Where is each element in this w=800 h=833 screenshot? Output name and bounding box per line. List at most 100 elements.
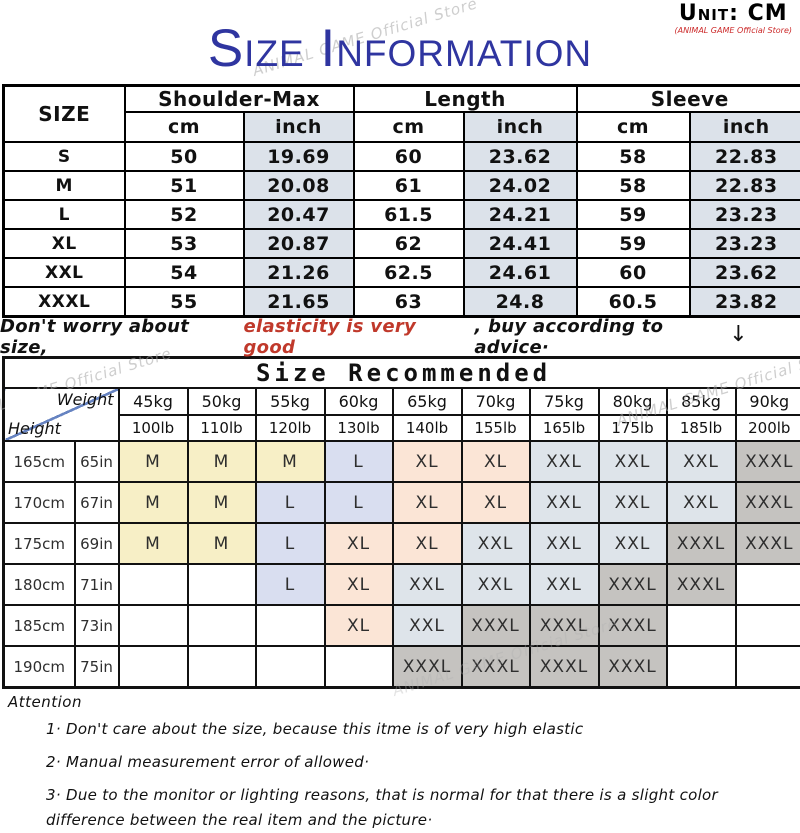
col-group-sleeve: Sleeve (577, 86, 800, 113)
unit-header-inch: inch (464, 112, 577, 142)
size-label: XL (4, 229, 125, 258)
weight-kg-header: 90kg (736, 388, 800, 415)
header: Unit: CM (ANIMAL GAME Official Store) Si… (0, 0, 800, 84)
weight-kg-header: 85kg (667, 388, 736, 415)
size-cell (736, 646, 800, 688)
size-cell: M (188, 441, 256, 482)
size-cell: XXL (462, 564, 530, 605)
measure-cell: 20.08 (244, 171, 354, 200)
size-cell: M (119, 523, 188, 564)
size-cell: XL (462, 441, 530, 482)
size-recommended-table: Size Recommended Weight Height 45kg 50kg… (2, 356, 800, 689)
size-cell (119, 605, 188, 646)
weight-kg-header: 45kg (119, 388, 188, 415)
size-cell: XXL (599, 482, 667, 523)
table-row: XL 53 20.87 62 24.41 59 23.23 (4, 229, 800, 258)
table-row: M 51 20.08 61 24.02 58 22.83 (4, 171, 800, 200)
size-label: M (4, 171, 125, 200)
col-group-length: Length (354, 86, 577, 113)
size-cell: XXL (599, 523, 667, 564)
attention-title: Attention (8, 693, 790, 711)
size-cell (188, 605, 256, 646)
measure-cell: 23.23 (690, 200, 800, 229)
size-cell (256, 646, 325, 688)
size-cell: XXXL (393, 646, 462, 688)
measure-cell: 52 (125, 200, 244, 229)
size-cell: M (188, 482, 256, 523)
advice-line: Don't worry about size, elasticity is ve… (0, 318, 800, 356)
size-header: SIZE (4, 86, 125, 143)
size-cell: XL (462, 482, 530, 523)
weight-lb-header: 140lb (393, 415, 462, 441)
height-cm-cell: 165cm (4, 441, 75, 482)
weight-lb-header: 185lb (667, 415, 736, 441)
size-cell: XXXL (736, 523, 800, 564)
size-cell: XL (325, 605, 393, 646)
height-in-cell: 65in (75, 441, 119, 482)
size-cell: L (256, 564, 325, 605)
size-cell: XXXL (667, 523, 736, 564)
size-cell (256, 605, 325, 646)
measure-cell: 58 (577, 142, 690, 171)
size-cell: XXL (530, 482, 599, 523)
size-cell (119, 564, 188, 605)
size-table: SIZE Shoulder-Max Length Sleeve cm inch … (2, 84, 800, 318)
measure-cell: 58 (577, 171, 690, 200)
measure-cell: 22.83 (690, 142, 800, 171)
measure-cell: 24.61 (464, 258, 577, 287)
measure-cell: 22.83 (690, 171, 800, 200)
table-row: 185cm 73in XL XXL XXXL XXXL XXXL (4, 605, 800, 646)
size-cell: XXL (393, 564, 462, 605)
size-cell: XL (325, 523, 393, 564)
size-cell: XXXL (462, 605, 530, 646)
weight-lb-header: 165lb (530, 415, 599, 441)
size-cell: M (119, 441, 188, 482)
measure-cell: 20.87 (244, 229, 354, 258)
size-cell: L (325, 441, 393, 482)
height-in-cell: 69in (75, 523, 119, 564)
height-in-cell: 75in (75, 646, 119, 688)
weight-label: Weight (57, 390, 114, 409)
size-cell: XXXL (736, 441, 800, 482)
size-cell (736, 564, 800, 605)
size-cell: XXL (599, 441, 667, 482)
size-cell (736, 605, 800, 646)
measure-cell: 24.21 (464, 200, 577, 229)
measure-cell: 50 (125, 142, 244, 171)
size-cell: XXXL (462, 646, 530, 688)
advice-highlight: elasticity is very good (239, 316, 474, 358)
measure-cell: 63 (354, 287, 464, 317)
measure-cell: 23.82 (690, 287, 800, 317)
weight-kg-header: 70kg (462, 388, 530, 415)
table-row: 175cm 69in M M L XL XL XXL XXL XXL XXXL … (4, 523, 800, 564)
table-row: 180cm 71in L XL XXL XXL XXL XXXL XXXL (4, 564, 800, 605)
attention-item: 1· Don't care about the size, because th… (46, 717, 726, 742)
weight-height-corner-cell: Weight Height (4, 388, 119, 441)
measure-cell: 21.26 (244, 258, 354, 287)
height-in-cell: 71in (75, 564, 119, 605)
measure-cell: 60 (354, 142, 464, 171)
size-cell: XXXL (599, 605, 667, 646)
advice-text: Don't worry about size, (0, 316, 239, 358)
height-cm-cell: 175cm (4, 523, 75, 564)
page-title: Size Information (0, 22, 800, 75)
size-cell: XL (393, 523, 462, 564)
size-cell: XXL (667, 482, 736, 523)
size-cell: XXXL (530, 646, 599, 688)
unit-header-cm: cm (577, 112, 690, 142)
size-cell: XXL (530, 523, 599, 564)
size-cell: L (325, 482, 393, 523)
unit-header-cm: cm (354, 112, 464, 142)
height-cm-cell: 185cm (4, 605, 75, 646)
measure-cell: 20.47 (244, 200, 354, 229)
weight-lb-header: 200lb (736, 415, 800, 441)
measure-cell: 23.62 (690, 258, 800, 287)
table-row: 165cm 65in M M M L XL XL XXL XXL XXL XXX… (4, 441, 800, 482)
weight-lb-header: 130lb (325, 415, 393, 441)
size-cell (119, 646, 188, 688)
unit-header-cm: cm (125, 112, 244, 142)
size-cell (188, 646, 256, 688)
table-row: XXL 54 21.26 62.5 24.61 60 23.62 (4, 258, 800, 287)
advice-text: , buy according to advice· (474, 316, 740, 358)
size-cell: XXXL (599, 646, 667, 688)
